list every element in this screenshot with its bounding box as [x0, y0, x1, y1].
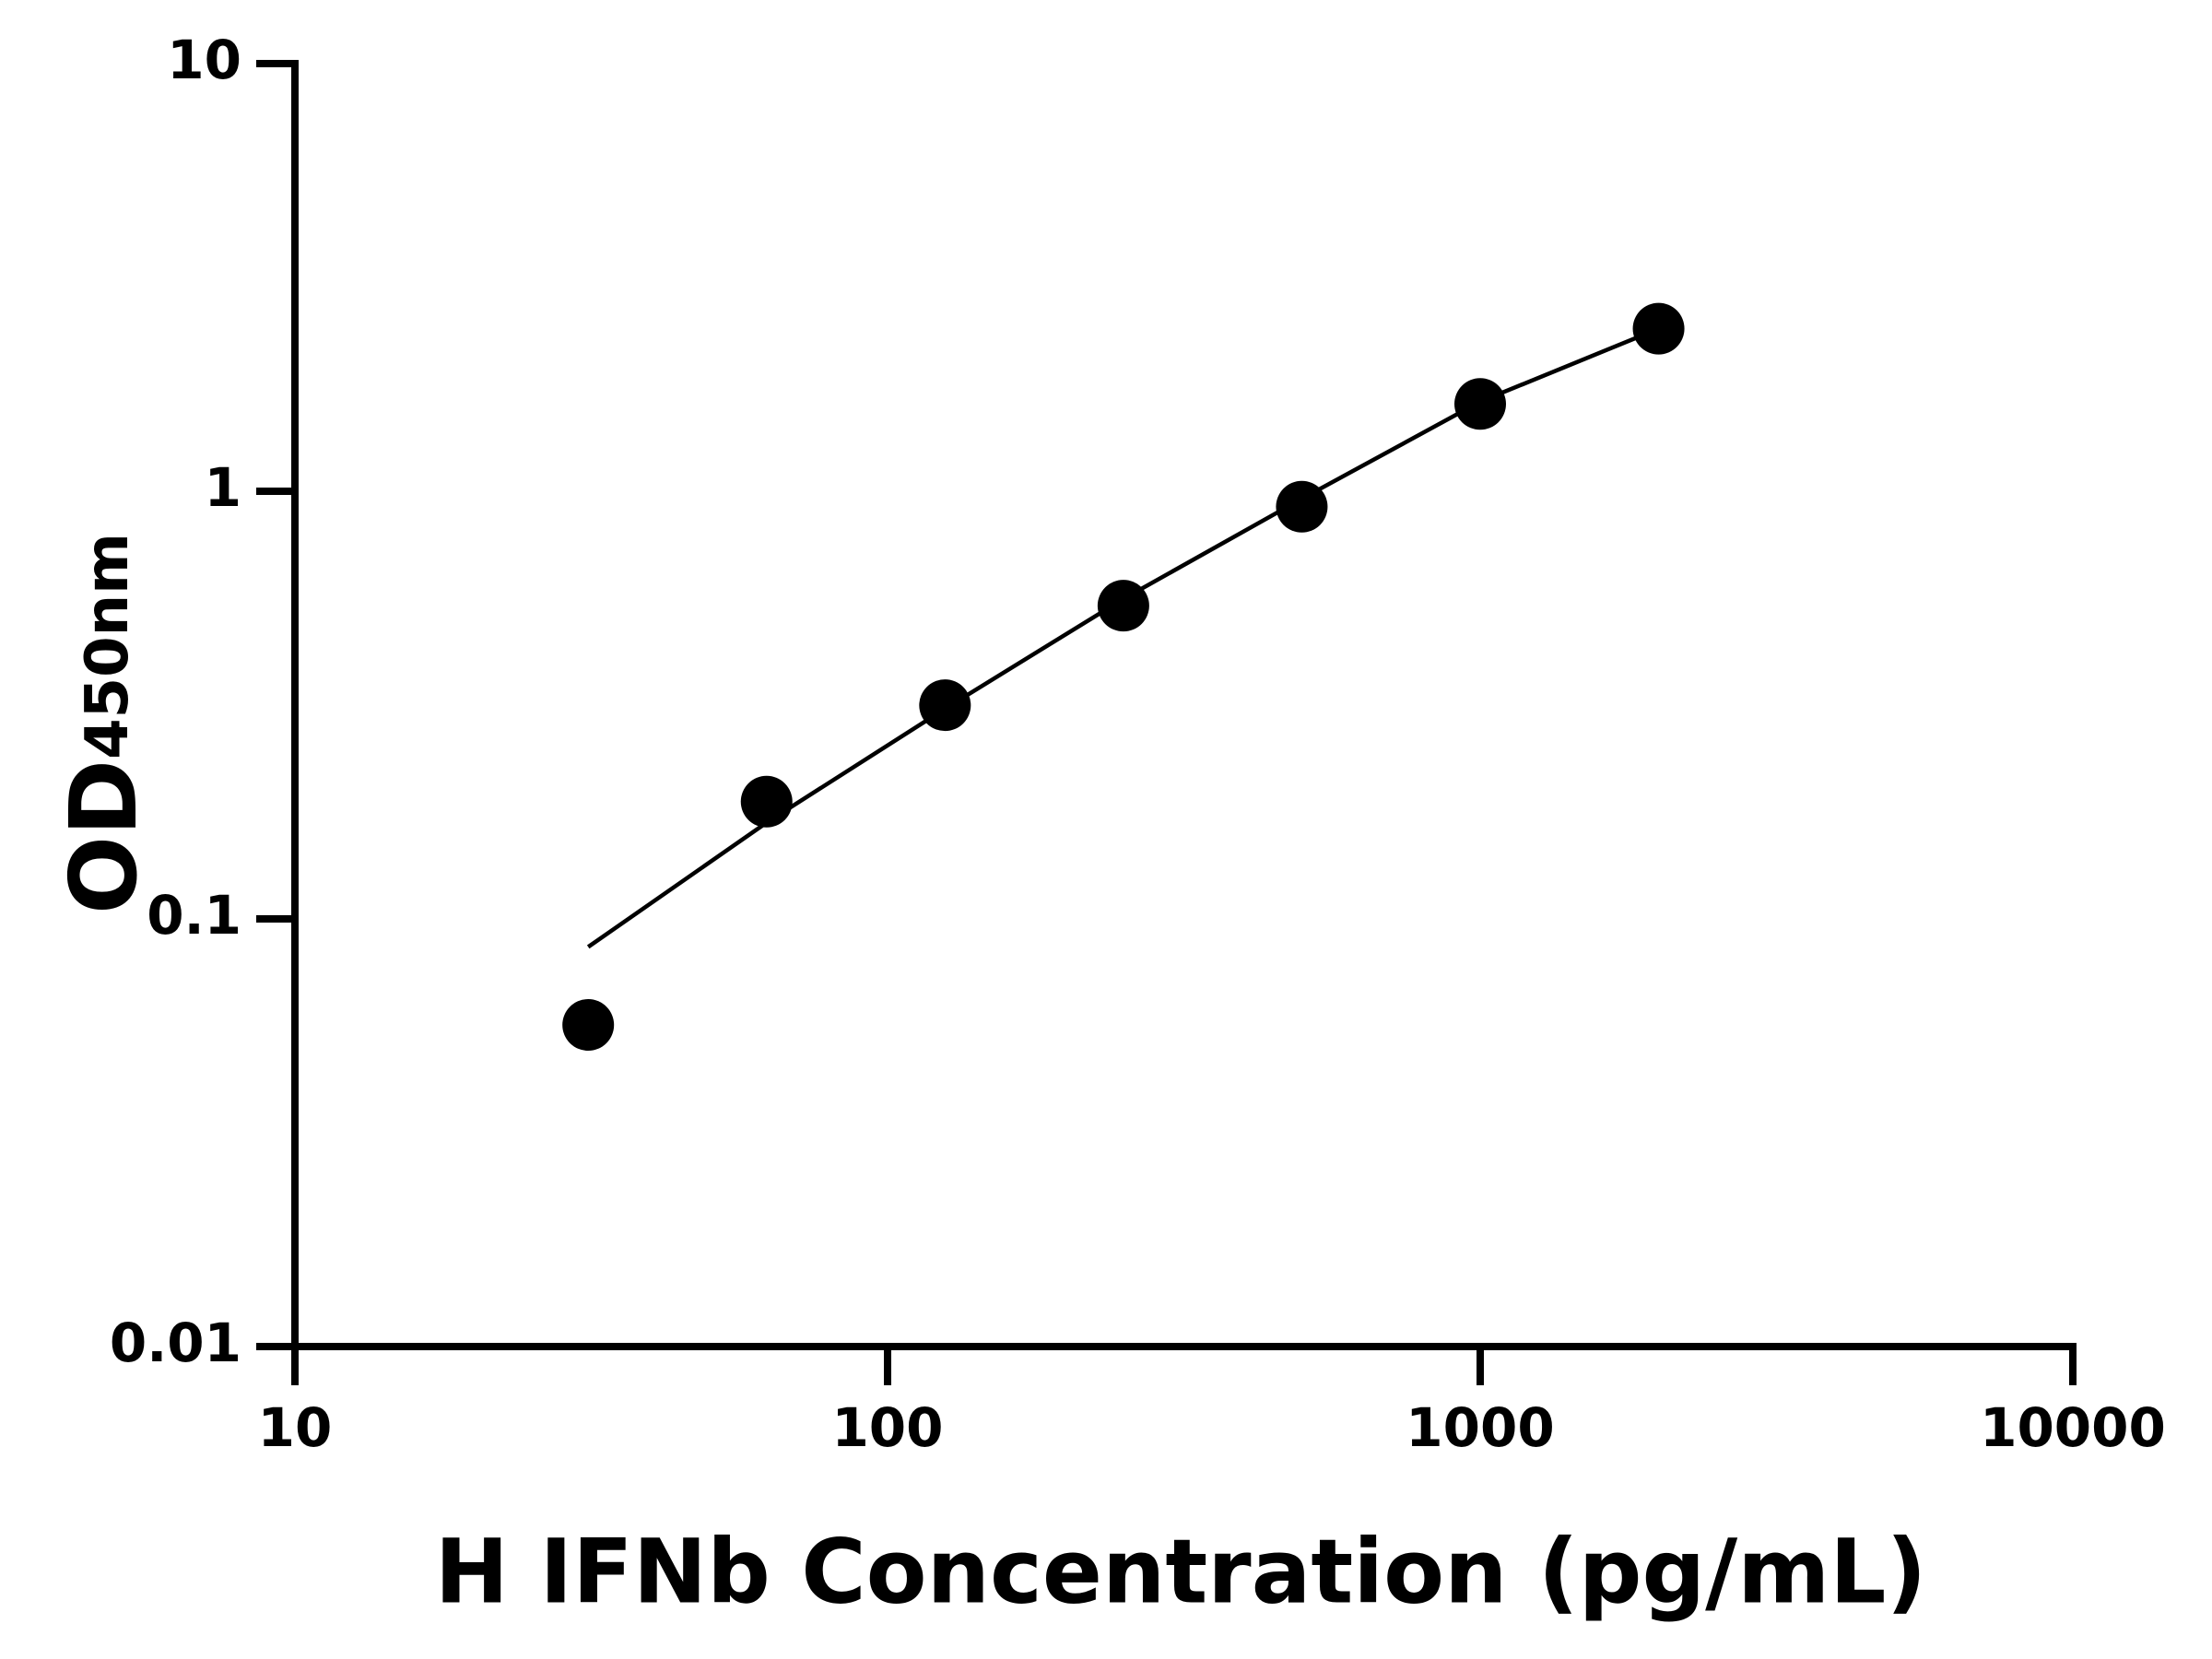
data-point — [1097, 580, 1149, 632]
data-point — [562, 999, 615, 1052]
data-point — [740, 775, 793, 828]
data-point — [1632, 302, 1685, 355]
y-axis-title: OD450nm — [50, 533, 158, 914]
data-point — [1454, 378, 1506, 430]
y-axis-title-main: OD — [50, 759, 158, 914]
data-point — [1276, 480, 1328, 533]
y-tick-label: 0.01 — [110, 1312, 241, 1374]
y-axis-title-sub: 450nm — [74, 533, 142, 759]
x-tick-label: 10 — [258, 1396, 333, 1459]
y-tick-label: 10 — [167, 29, 241, 91]
x-tick-label: 100 — [831, 1396, 943, 1459]
data-point — [919, 679, 971, 732]
y-tick-label: 0.1 — [147, 884, 241, 947]
y-tick-label: 1 — [205, 456, 241, 519]
x-tick-label: 10000 — [1980, 1396, 2166, 1459]
x-axis-title: H IFNb Concentration (pg/mL) — [435, 1520, 1927, 1623]
x-tick-label: 1000 — [1406, 1396, 1554, 1459]
